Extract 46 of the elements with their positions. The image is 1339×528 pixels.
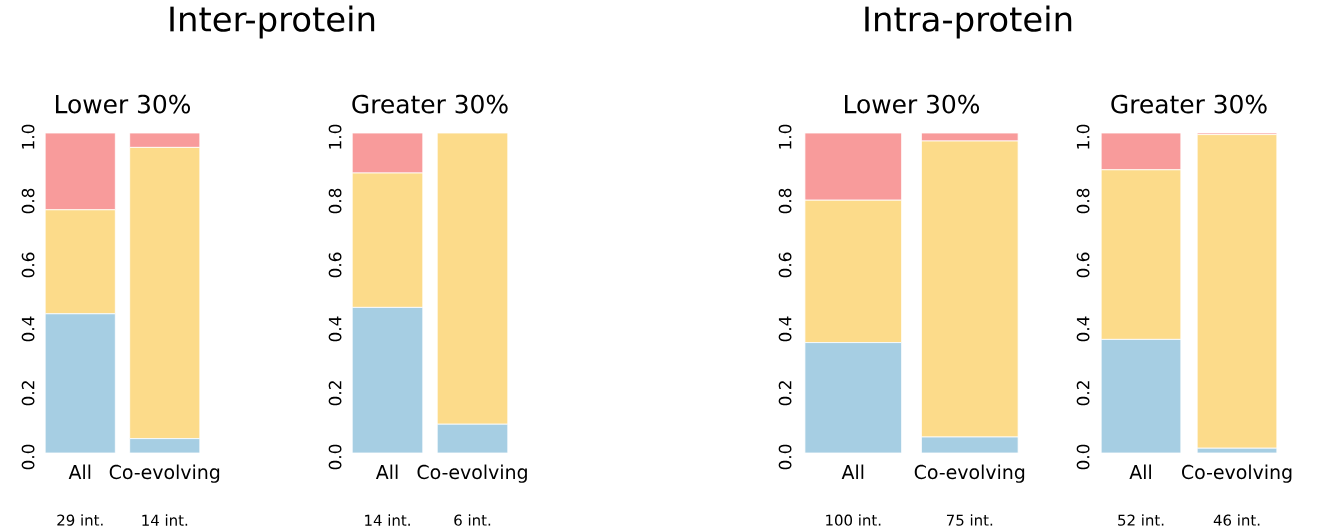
x-tick-label: All xyxy=(841,464,864,479)
text: 6 int. xyxy=(454,514,491,526)
text: 14 int. xyxy=(365,514,410,526)
y-tick-label: 0.2 xyxy=(21,381,35,406)
y-tick-label: 0.2 xyxy=(1076,381,1090,406)
chart-title: Greater 30% xyxy=(1111,94,1267,114)
y-tick-label: 0.4 xyxy=(1076,316,1090,342)
chart-subtitle: Inter-protein xyxy=(170,5,375,39)
chart-title: Lower 30% xyxy=(55,94,191,114)
y-tick-label: 0.6 xyxy=(1076,252,1090,278)
y-tick-label: 0.4 xyxy=(21,316,35,342)
x-tick-label: Co-evolving xyxy=(109,464,220,483)
x-tick-label: All xyxy=(375,464,398,479)
y-tick-label: 0.8 xyxy=(328,188,342,214)
y-tick-label: 0.0 xyxy=(778,444,792,470)
y-tick-label: 0.8 xyxy=(778,188,792,214)
y-tick-label: 0.8 xyxy=(1076,188,1090,214)
y-tick-label: 0.0 xyxy=(1076,444,1090,470)
text: 14 int. xyxy=(142,514,188,526)
text: 100 int. xyxy=(826,514,881,526)
x-tick-label: All xyxy=(68,464,91,479)
y-tick-label: 1.0 xyxy=(21,124,35,149)
y-tick-label: 0.0 xyxy=(328,444,342,470)
x-tick-label: All xyxy=(1129,464,1151,479)
x-tick-label: Co-evolving xyxy=(1182,464,1292,483)
y-tick-label: 0.4 xyxy=(778,316,792,342)
y-tick-label: 0.8 xyxy=(21,188,35,214)
y-tick-label: 0.6 xyxy=(328,252,342,278)
text: 52 int. xyxy=(1118,514,1164,526)
y-tick-label: 1.0 xyxy=(328,124,342,149)
y-tick-label: 0.6 xyxy=(778,252,792,278)
y-tick-label: 1.0 xyxy=(778,124,792,149)
chart-subtitle: Intra-protein xyxy=(865,5,1072,39)
chart-title: Greater 30% xyxy=(352,94,508,114)
text: 75 int. xyxy=(946,514,993,526)
y-tick-label: 0.4 xyxy=(328,316,342,342)
y-tick-label: 0.2 xyxy=(778,381,792,406)
chart-title: Lower 30% xyxy=(845,94,980,114)
x-tick-label: Co-evolving xyxy=(417,464,527,483)
y-tick-label: 0.0 xyxy=(21,444,35,470)
y-tick-label: 1.0 xyxy=(1076,124,1090,149)
y-tick-label: 0.2 xyxy=(328,381,342,406)
text: 29 int. xyxy=(57,514,103,526)
text: 46 int. xyxy=(1213,514,1260,526)
x-tick-label: Co-evolving xyxy=(914,464,1025,483)
y-tick-label: 0.6 xyxy=(21,252,35,278)
